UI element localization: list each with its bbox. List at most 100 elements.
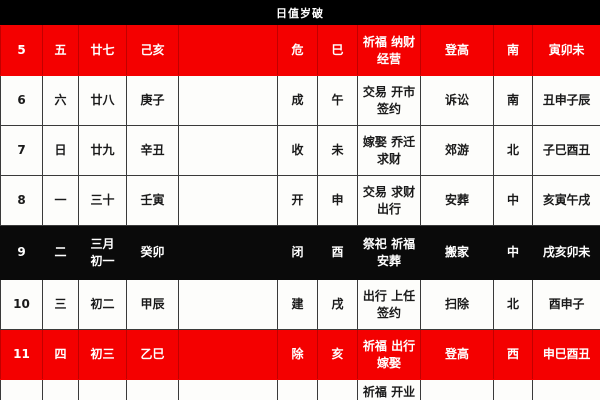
cell-ganzhi: 乙巳 (126, 329, 179, 380)
suitable-line-2: 签约 (376, 305, 401, 320)
cell-note (178, 175, 278, 226)
cell-lucky-direction: 西 (493, 329, 533, 380)
cell-lucky-branches: 申巳酉丑 (532, 329, 600, 380)
cell-chong: 未 (317, 125, 358, 176)
cell-avoid-activities: 搬家 (420, 225, 494, 280)
suitable-line-2: 求财 (376, 151, 401, 166)
cell-lucky-branches: 子巳酉丑 (532, 125, 600, 176)
cell-weekday (42, 379, 79, 400)
cell-lucky-branches: 亥寅午戌 (532, 175, 600, 226)
lunar-line-1: 廿七 (90, 43, 115, 58)
cell-lucky-branches: 酉申子 (532, 279, 600, 330)
cell-day-number: 6 (0, 75, 43, 126)
cell-jianchu: 除 (277, 329, 318, 380)
table-row[interactable]: 5 五 廿七 己亥 危 巳 祈福 纳财 经营 登高 南 寅卯未 (0, 25, 600, 76)
cell-lucky-branches: 寅卯未 (532, 25, 600, 76)
cell-avoid-activities: 登高 (420, 25, 494, 76)
cell-ganzhi: 己亥 (126, 25, 179, 76)
table-row[interactable]: 7 日 廿九 辛丑 收 未 嫁娶 乔迁 求财 郊游 北 子巳酉丑 (0, 125, 600, 176)
cell-lucky-direction (493, 379, 533, 400)
cell-day-number (0, 379, 43, 400)
cell-lucky-direction: 北 (493, 125, 533, 176)
cell-day-number: 9 (0, 225, 43, 280)
cell-suitable-activities: 祭祀 祈福 安葬 (357, 225, 421, 280)
cell-suitable-activities: 嫁娶 乔迁 求财 (357, 125, 421, 176)
cell-chong: 申 (317, 175, 358, 226)
cell-lunar-date (78, 379, 127, 400)
cell-ganzhi: 辛丑 (126, 125, 179, 176)
lunar-line-1: 廿八 (90, 93, 115, 108)
table-row[interactable]: 11 四 初三 乙巳 除 亥 祈福 出行 嫁娶 登高 西 申巳酉丑 (0, 329, 600, 380)
cell-lucky-branches (532, 379, 600, 400)
suitable-line-2: 出行 (376, 201, 401, 216)
suitable-line-2: 签约 (376, 101, 401, 116)
table-row[interactable]: 8 一 三十 壬寅 开 申 交易 求财 出行 安葬 中 亥寅午戌 (0, 175, 600, 226)
cell-lunar-date: 三月 初一 (78, 225, 127, 280)
suitable-line-2: 嫁娶 (376, 355, 401, 370)
lunar-line-1: 廿九 (90, 143, 115, 158)
cell-avoid-activities: 诉讼 (420, 75, 494, 126)
cell-chong: 巳 (317, 25, 358, 76)
cell-lunar-date: 初二 (78, 279, 127, 330)
cell-ganzhi: 甲辰 (126, 279, 179, 330)
cell-suitable-activities: 祈福 纳财 经营 (357, 25, 421, 76)
cell-ganzhi: 壬寅 (126, 175, 179, 226)
table-row[interactable]: 10 三 初二 甲辰 建 戌 出行 上任 签约 扫除 北 酉申子 (0, 279, 600, 330)
cell-day-number: 7 (0, 125, 43, 176)
cell-avoid-activities: 郊游 (420, 125, 494, 176)
cell-lunar-date: 初三 (78, 329, 127, 380)
cell-weekday: 五 (42, 25, 79, 76)
lunar-line-1: 初三 (90, 347, 115, 362)
suitable-line-1: 祈福 纳财 (362, 35, 416, 50)
cell-lunar-date: 廿七 (78, 25, 127, 76)
cell-weekday: 四 (42, 329, 79, 380)
cell-chong: 酉 (317, 225, 358, 280)
cell-suitable-activities: 交易 求财 出行 (357, 175, 421, 226)
cell-jianchu: 收 (277, 125, 318, 176)
cell-lucky-direction: 中 (493, 175, 533, 226)
suitable-line-2: 经营 (376, 51, 401, 66)
cell-weekday: 六 (42, 75, 79, 126)
cell-lunar-date: 三十 (78, 175, 127, 226)
lunar-line-1: 初二 (90, 297, 115, 312)
cell-avoid-activities: 扫除 (420, 279, 494, 330)
suitable-line-1: 交易 开市 (362, 85, 416, 100)
cell-jianchu: 危 (277, 25, 318, 76)
suitable-line-1: 嫁娶 乔迁 (362, 135, 416, 150)
cell-lunar-date: 廿八 (78, 75, 127, 126)
cell-note (178, 225, 278, 280)
almanac-table: 5 五 廿七 己亥 危 巳 祈福 纳财 经营 登高 南 寅卯未 6 (0, 25, 600, 400)
cell-suitable-activities: 交易 开市 签约 (357, 75, 421, 126)
cell-chong: 戌 (317, 279, 358, 330)
cell-jianchu: 闭 (277, 225, 318, 280)
cell-suitable-activities: 祈福 开业 (357, 379, 421, 400)
cell-lucky-direction: 南 (493, 75, 533, 126)
cell-jianchu: 建 (277, 279, 318, 330)
cell-weekday: 一 (42, 175, 79, 226)
cell-chong: 亥 (317, 329, 358, 380)
cell-lucky-branches: 丑申子辰 (532, 75, 600, 126)
table-row[interactable]: 9 二 三月 初一 癸卯 闭 酉 祭祀 祈福 安葬 搬家 中 戌亥卯未 (0, 225, 600, 280)
cell-note (178, 75, 278, 126)
cell-note (178, 329, 278, 380)
cell-day-number: 8 (0, 175, 43, 226)
banner-text: 日值岁破 (276, 6, 324, 20)
cell-lucky-direction: 中 (493, 225, 533, 280)
cell-avoid-activities (420, 379, 494, 400)
suitable-line-1: 祭祀 祈福 (362, 237, 416, 252)
cell-ganzhi (126, 379, 179, 400)
lunar-line-2: 初一 (90, 253, 115, 268)
lunar-line-1: 三月 (90, 237, 115, 252)
suitable-line-1: 交易 求财 (362, 185, 416, 200)
cell-day-number: 5 (0, 25, 43, 76)
cell-suitable-activities: 出行 上任 签约 (357, 279, 421, 330)
lunar-line-1: 三十 (90, 193, 115, 208)
table-row[interactable]: 6 六 廿八 庚子 成 午 交易 开市 签约 诉讼 南 丑申子辰 (0, 75, 600, 126)
cell-jianchu: 成 (277, 75, 318, 126)
cell-day-number: 10 (0, 279, 43, 330)
cell-lunar-date: 廿九 (78, 125, 127, 176)
cell-lucky-direction: 北 (493, 279, 533, 330)
table-row[interactable]: 祈福 开业 (0, 379, 600, 400)
cell-ganzhi: 庚子 (126, 75, 179, 126)
